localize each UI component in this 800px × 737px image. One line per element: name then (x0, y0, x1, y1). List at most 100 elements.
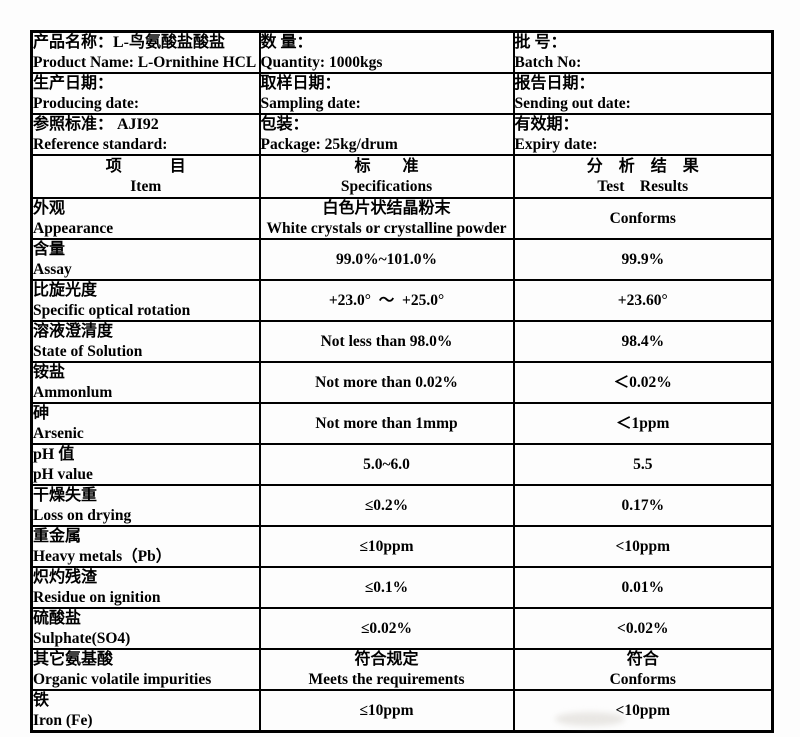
table-row-iron-fe: 铁 Iron (Fe) ≤10ppm <10ppm (30, 689, 774, 733)
item-header-en: Item (130, 177, 162, 195)
result-cell-heavy-metals-pb: <10ppm (512, 525, 774, 568)
item-name-en: Arsenic (33, 424, 84, 442)
item-name-zh: 其它氨基酸 (33, 651, 114, 668)
item-cell-loss-on-drying: 干燥失重 Loss on drying (30, 484, 261, 527)
product-name-label-zh: 产品名称：L-鸟氨酸盐酸盐 (33, 34, 226, 51)
item-header: 项 目 Item (30, 154, 261, 199)
result-cell-iron-fe: <10ppm (512, 689, 774, 733)
item-cell-specific-optical-rotation: 比旋光度 Specific optical rotation (30, 279, 261, 322)
info-row: 生产日期： Producing date: 取样日期： Sampling date: 报… (30, 72, 774, 115)
spec-cell-ph-value: 5.0~6.0 (258, 443, 515, 486)
table-row-ammonlum: 铵盐 Ammonlum Not more than 0.02% ＜0.02% (30, 361, 774, 404)
result-value: 0.01% (621, 578, 665, 596)
info-row: 产品名称：L-鸟氨酸盐酸盐 Product Name: L-Ornithine H… (30, 30, 774, 74)
package-label-zh: 包装： (260, 116, 309, 133)
spec-value: 白色片状结晶粉末 (322, 200, 451, 217)
item-name-zh: 含量 (33, 241, 66, 258)
package-label-en: Package: 25kg/drum (260, 135, 398, 153)
producing-date-label-zh: 生产日期： (33, 75, 114, 92)
item-cell-iron-fe: 铁 Iron (Fe) (30, 689, 261, 733)
spec-cell-state-of-solution: Not less than 98.0% (258, 320, 515, 363)
spec-value: Not more than 0.02% (315, 373, 458, 391)
reference-standard-label-en: Reference standard: (33, 135, 168, 153)
result-value: +23.60° (617, 291, 668, 309)
spec-cell-iron-fe: ≤10ppm (258, 689, 515, 733)
item-name-en: Iron (Fe) (33, 711, 93, 729)
item-name-zh: 重金属 (33, 528, 82, 545)
result-value: <0.02% (617, 619, 669, 637)
item-name-zh: 炽灼残渣 (33, 569, 98, 586)
result-cell-residue-on-ignition: 0.01% (512, 566, 774, 609)
item-name-en: State of Solution (33, 342, 143, 360)
item-cell-sulphate-so4: 硫酸盐 Sulphate(SO4) (30, 607, 261, 650)
sending-out-date-label-zh: 报告日期： (514, 75, 595, 92)
sampling-date-label-zh: 取样日期： (260, 75, 341, 92)
item-name-en: Sulphate(SO4) (33, 629, 131, 647)
item-name-zh: 铵盐 (33, 364, 66, 381)
product-name-label-en: Product Name: L-Ornithine HCL (33, 53, 257, 71)
expiry-date-cell: 有效期： Expiry date: (512, 113, 774, 156)
result-value: <10ppm (615, 701, 671, 719)
item-name-zh: pH 值 (33, 446, 75, 463)
spec-cell-organic-volatile-impurities: 符合规定 Meets the requirements (258, 648, 515, 691)
result-cell-organic-volatile-impurities: 符合 Conforms (512, 648, 774, 691)
spec-header-zh: 标 准 (354, 158, 419, 175)
item-name-zh: 外观 (33, 200, 66, 217)
item-cell-state-of-solution: 溶液澄清度 State of Solution (30, 320, 261, 363)
item-name-en: Residue on ignition (33, 588, 161, 606)
producing-date-cell: 生产日期： Producing date: (30, 72, 261, 115)
result-value: Conforms (609, 670, 676, 688)
column-header-row: 项 目 Item 标 准 Specifications 分 析 结 果 Test Resu… (30, 154, 774, 199)
item-name-en: Heavy metals（Pb） (33, 547, 172, 565)
result-cell-state-of-solution: 98.4% (512, 320, 774, 363)
table-row-arsenic: 砷 Arsenic Not more than 1mmp ＜1ppm (30, 402, 774, 445)
expiry-date-label-en: Expiry date: (514, 135, 598, 153)
item-cell-appearance: 外观 Appearance (30, 197, 261, 240)
item-cell-arsenic: 砷 Arsenic (30, 402, 261, 445)
result-cell-appearance: Conforms (512, 197, 774, 240)
scan-smudge (555, 712, 625, 726)
spec-value: ≤10ppm (359, 701, 414, 719)
spec-cell-arsenic: Not more than 1mmp (258, 402, 515, 445)
item-name-en: Assay (33, 260, 72, 278)
item-name-zh: 溶液澄清度 (33, 323, 114, 340)
spec-value: 5.0~6.0 (363, 455, 410, 473)
result-value: 符合 (626, 651, 659, 668)
quantity-label-en: Quantity: 1000kgs (260, 53, 383, 71)
item-cell-heavy-metals-pb: 重金属 Heavy metals（Pb） (30, 525, 261, 568)
spec-cell-residue-on-ignition: ≤0.1% (258, 566, 515, 609)
batch-no-label-zh: 批 号： (514, 34, 567, 51)
item-cell-residue-on-ignition: 炽灼残渣 Residue on ignition (30, 566, 261, 609)
spec-value: Meets the requirements (308, 670, 465, 688)
spec-value: ≤0.1% (364, 578, 409, 596)
spec-value: Not more than 1mmp (315, 414, 458, 432)
item-name-zh: 砷 (33, 405, 50, 422)
item-cell-organic-volatile-impurities: 其它氨基酸 Organic volatile impurities (30, 648, 261, 691)
item-name-en: Loss on drying (33, 506, 132, 524)
spec-header-en: Specifications (340, 177, 433, 195)
table-row-loss-on-drying: 干燥失重 Loss on drying ≤0.2% 0.17% (30, 484, 774, 527)
item-name-zh: 干燥失重 (33, 487, 98, 504)
result-value: 98.4% (621, 332, 665, 350)
reference-standard-cell: 参照标准： AJI92 Reference standard: (30, 113, 261, 156)
batch-no-label-en: Batch No: (514, 53, 582, 71)
result-cell-arsenic: ＜1ppm (512, 402, 774, 445)
result-cell-ammonlum: ＜0.02% (512, 361, 774, 404)
reference-standard-label-zh: 参照标准： AJI92 (33, 116, 159, 133)
producing-date-label-en: Producing date: (33, 94, 140, 112)
spec-value: +23.0° ～ +25.0° (328, 291, 445, 309)
quantity-label-zh: 数 量： (260, 34, 313, 51)
spec-cell-heavy-metals-pb: ≤10ppm (258, 525, 515, 568)
info-row: 参照标准： AJI92 Reference standard: 包装： Package… (30, 113, 774, 156)
sampling-date-cell: 取样日期： Sampling date: (258, 72, 515, 115)
sending-out-date-label-en: Sending out date: (514, 94, 631, 112)
item-name-en: Appearance (33, 219, 114, 237)
table-row-sulphate-so4: 硫酸盐 Sulphate(SO4) ≤0.02% <0.02% (30, 607, 774, 650)
result-value: ＜0.02% (613, 373, 672, 391)
result-header: 分 析 结 果 Test Results (512, 154, 774, 199)
result-cell-sulphate-so4: <0.02% (512, 607, 774, 650)
item-header-zh: 项 目 (105, 158, 186, 175)
quantity-cell: 数 量： Quantity: 1000kgs (258, 30, 515, 74)
result-cell-specific-optical-rotation: +23.60° (512, 279, 774, 322)
